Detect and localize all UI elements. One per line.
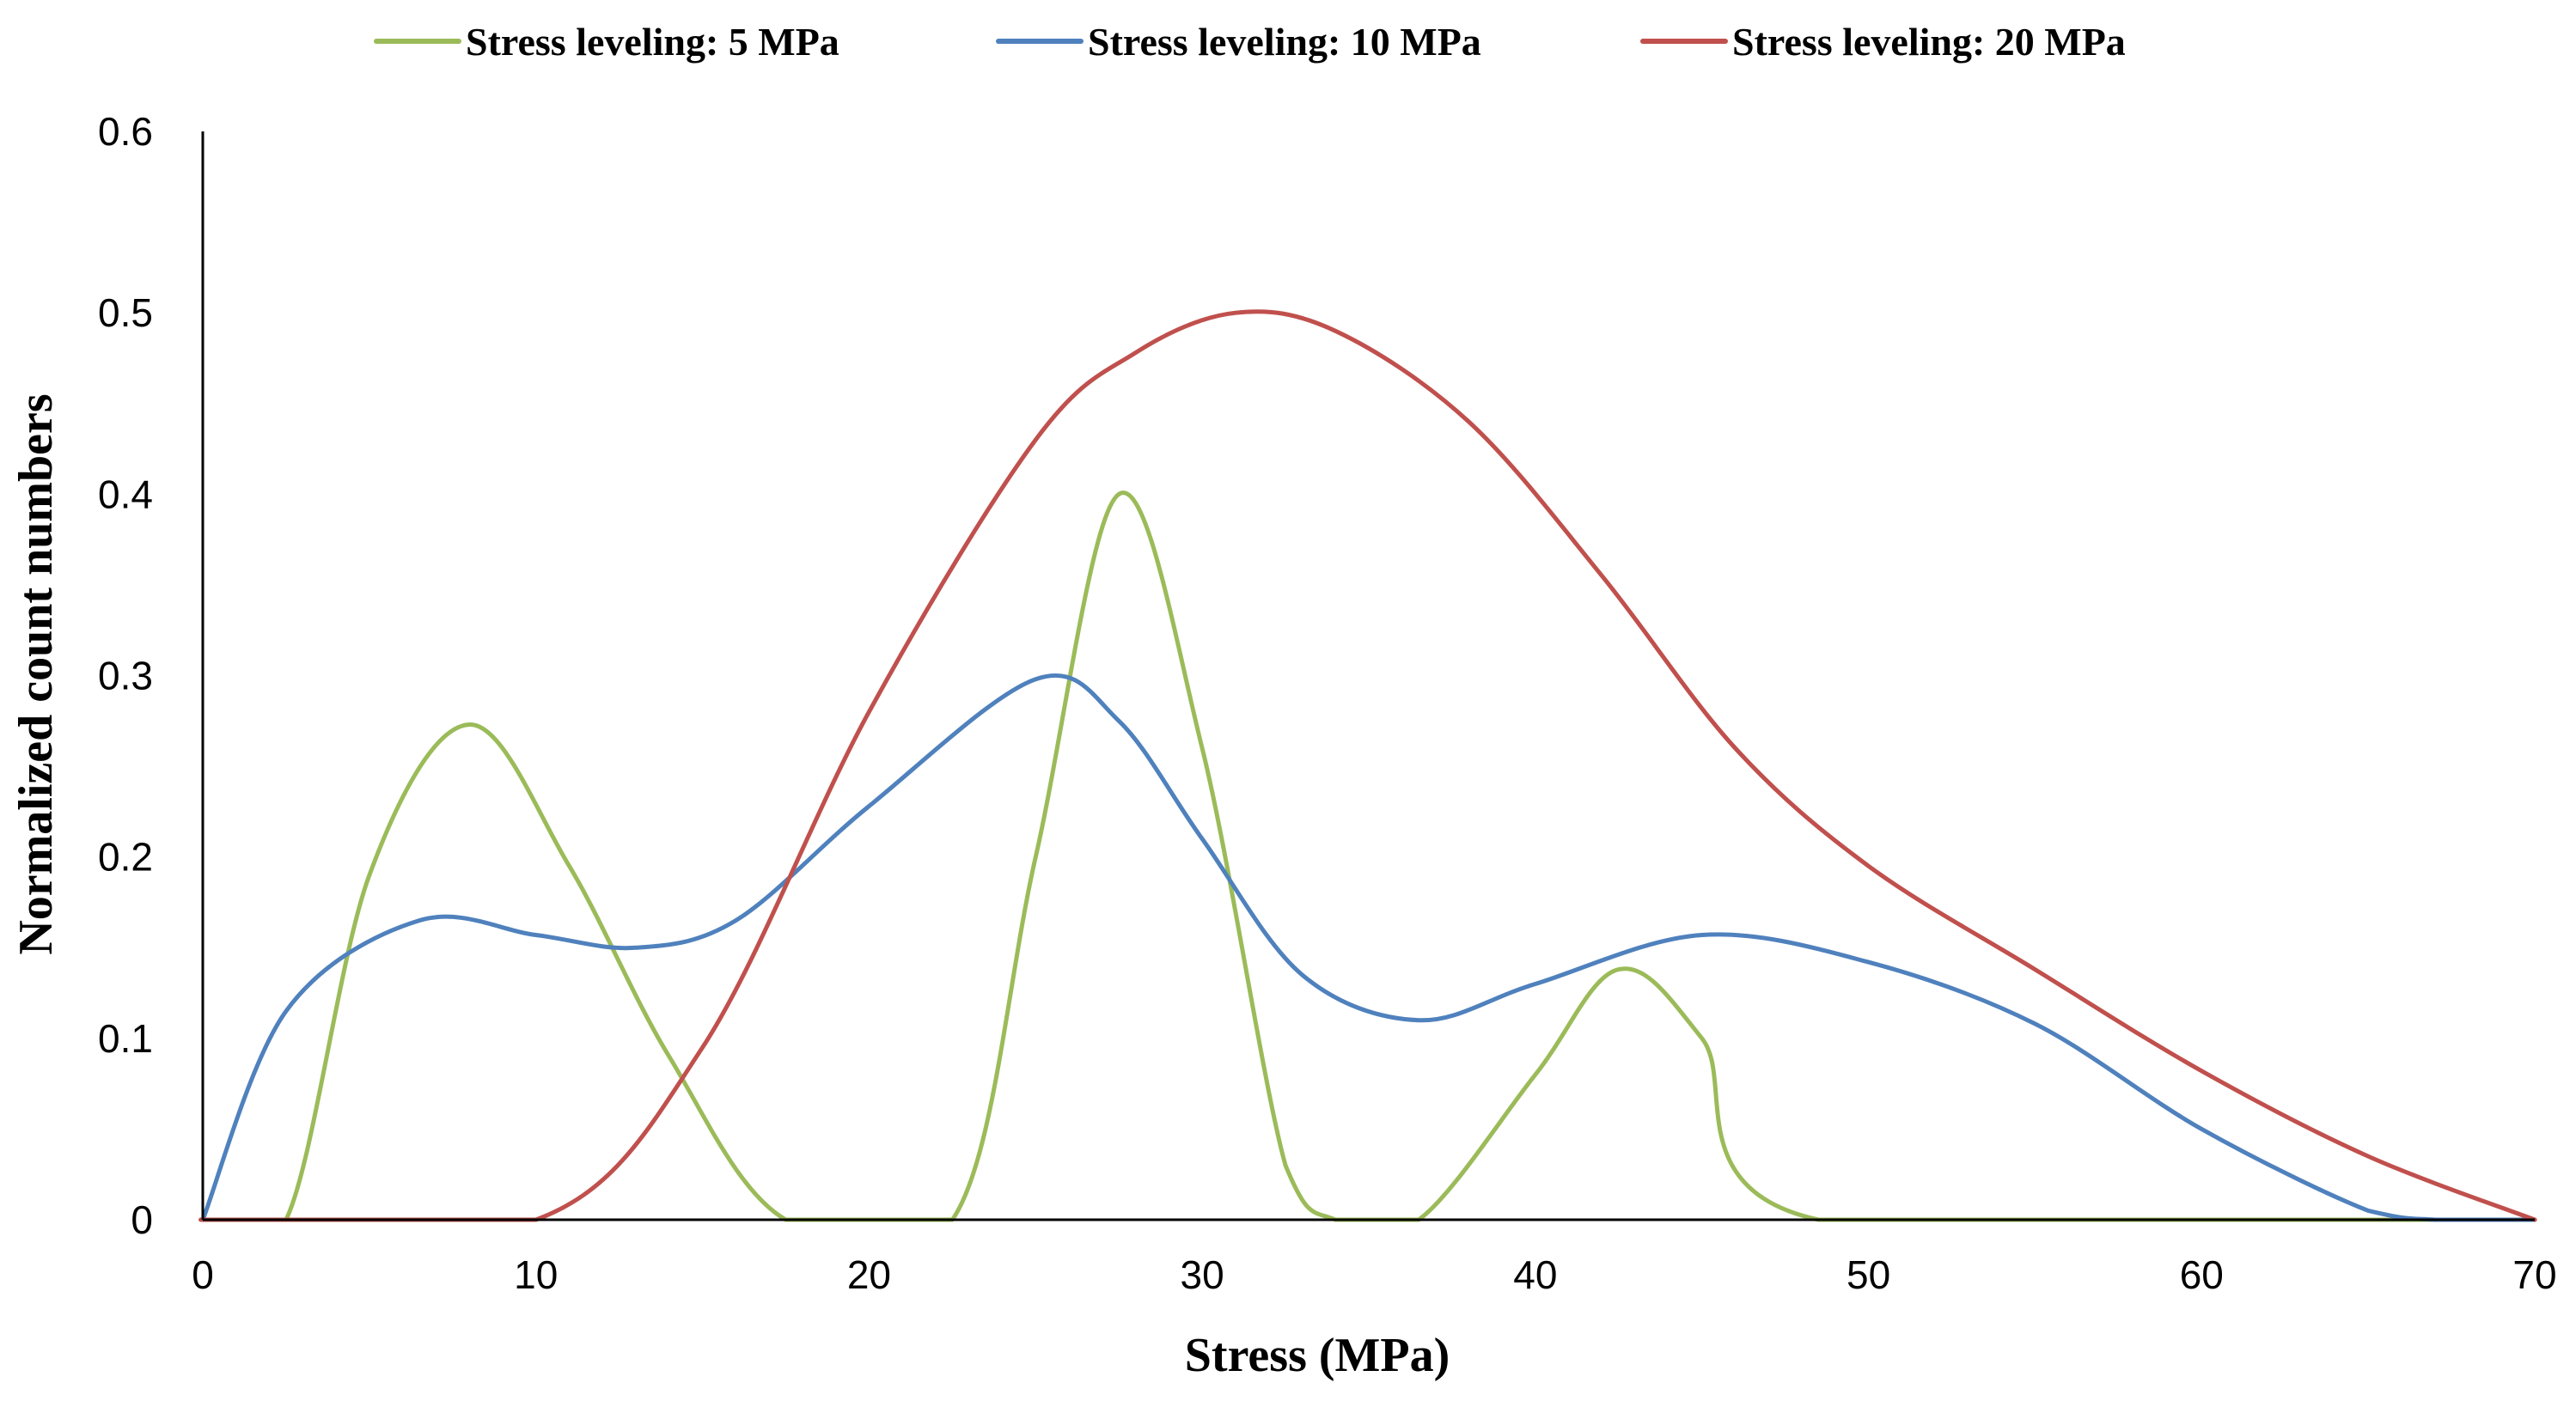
- x-tick-label: 30: [1181, 1252, 1224, 1297]
- y-tick-label: 0: [131, 1197, 153, 1242]
- y-axis-title: Normalized count numbers: [9, 393, 63, 954]
- x-tick-label: 20: [847, 1252, 891, 1297]
- y-tick-label: 0.1: [98, 1016, 153, 1061]
- x-tick-label: 40: [1513, 1252, 1557, 1297]
- y-tick-label: 0.6: [98, 109, 153, 154]
- series-line-3: [198, 309, 2537, 1222]
- series-line-1: [200, 490, 2537, 1222]
- x-tick-label: 10: [514, 1252, 558, 1297]
- series-line-2: [200, 673, 2537, 1222]
- y-tick-label: 0.3: [98, 654, 153, 698]
- x-axis-title: Stress (MPa): [1185, 1329, 1450, 1382]
- y-tick-label: 0.5: [98, 290, 153, 335]
- y-tick-label: 0.4: [98, 472, 153, 516]
- legend-label-3: Stress leveling: 20 MPa: [1732, 20, 2126, 64]
- y-tick-label: 0.2: [98, 835, 153, 880]
- x-tick-label: 60: [2180, 1252, 2224, 1297]
- y-axis-ticks: 0 0.1 0.2 0.3 0.4 0.5 0.6: [98, 109, 153, 1242]
- x-tick-label: 0: [192, 1252, 214, 1297]
- x-tick-label: 70: [2512, 1252, 2556, 1297]
- legend-label-1: Stress leveling: 5 MPa: [466, 20, 839, 64]
- x-axis-ticks: 0 10 20 30 40 50 60 70: [192, 1252, 2556, 1297]
- x-tick-label: 50: [1847, 1252, 1890, 1297]
- series-layer: [198, 309, 2537, 1222]
- legend-label-2: Stress leveling: 10 MPa: [1088, 20, 1481, 64]
- legend: Stress leveling: 5 MPa Stress leveling: 1…: [374, 20, 2126, 64]
